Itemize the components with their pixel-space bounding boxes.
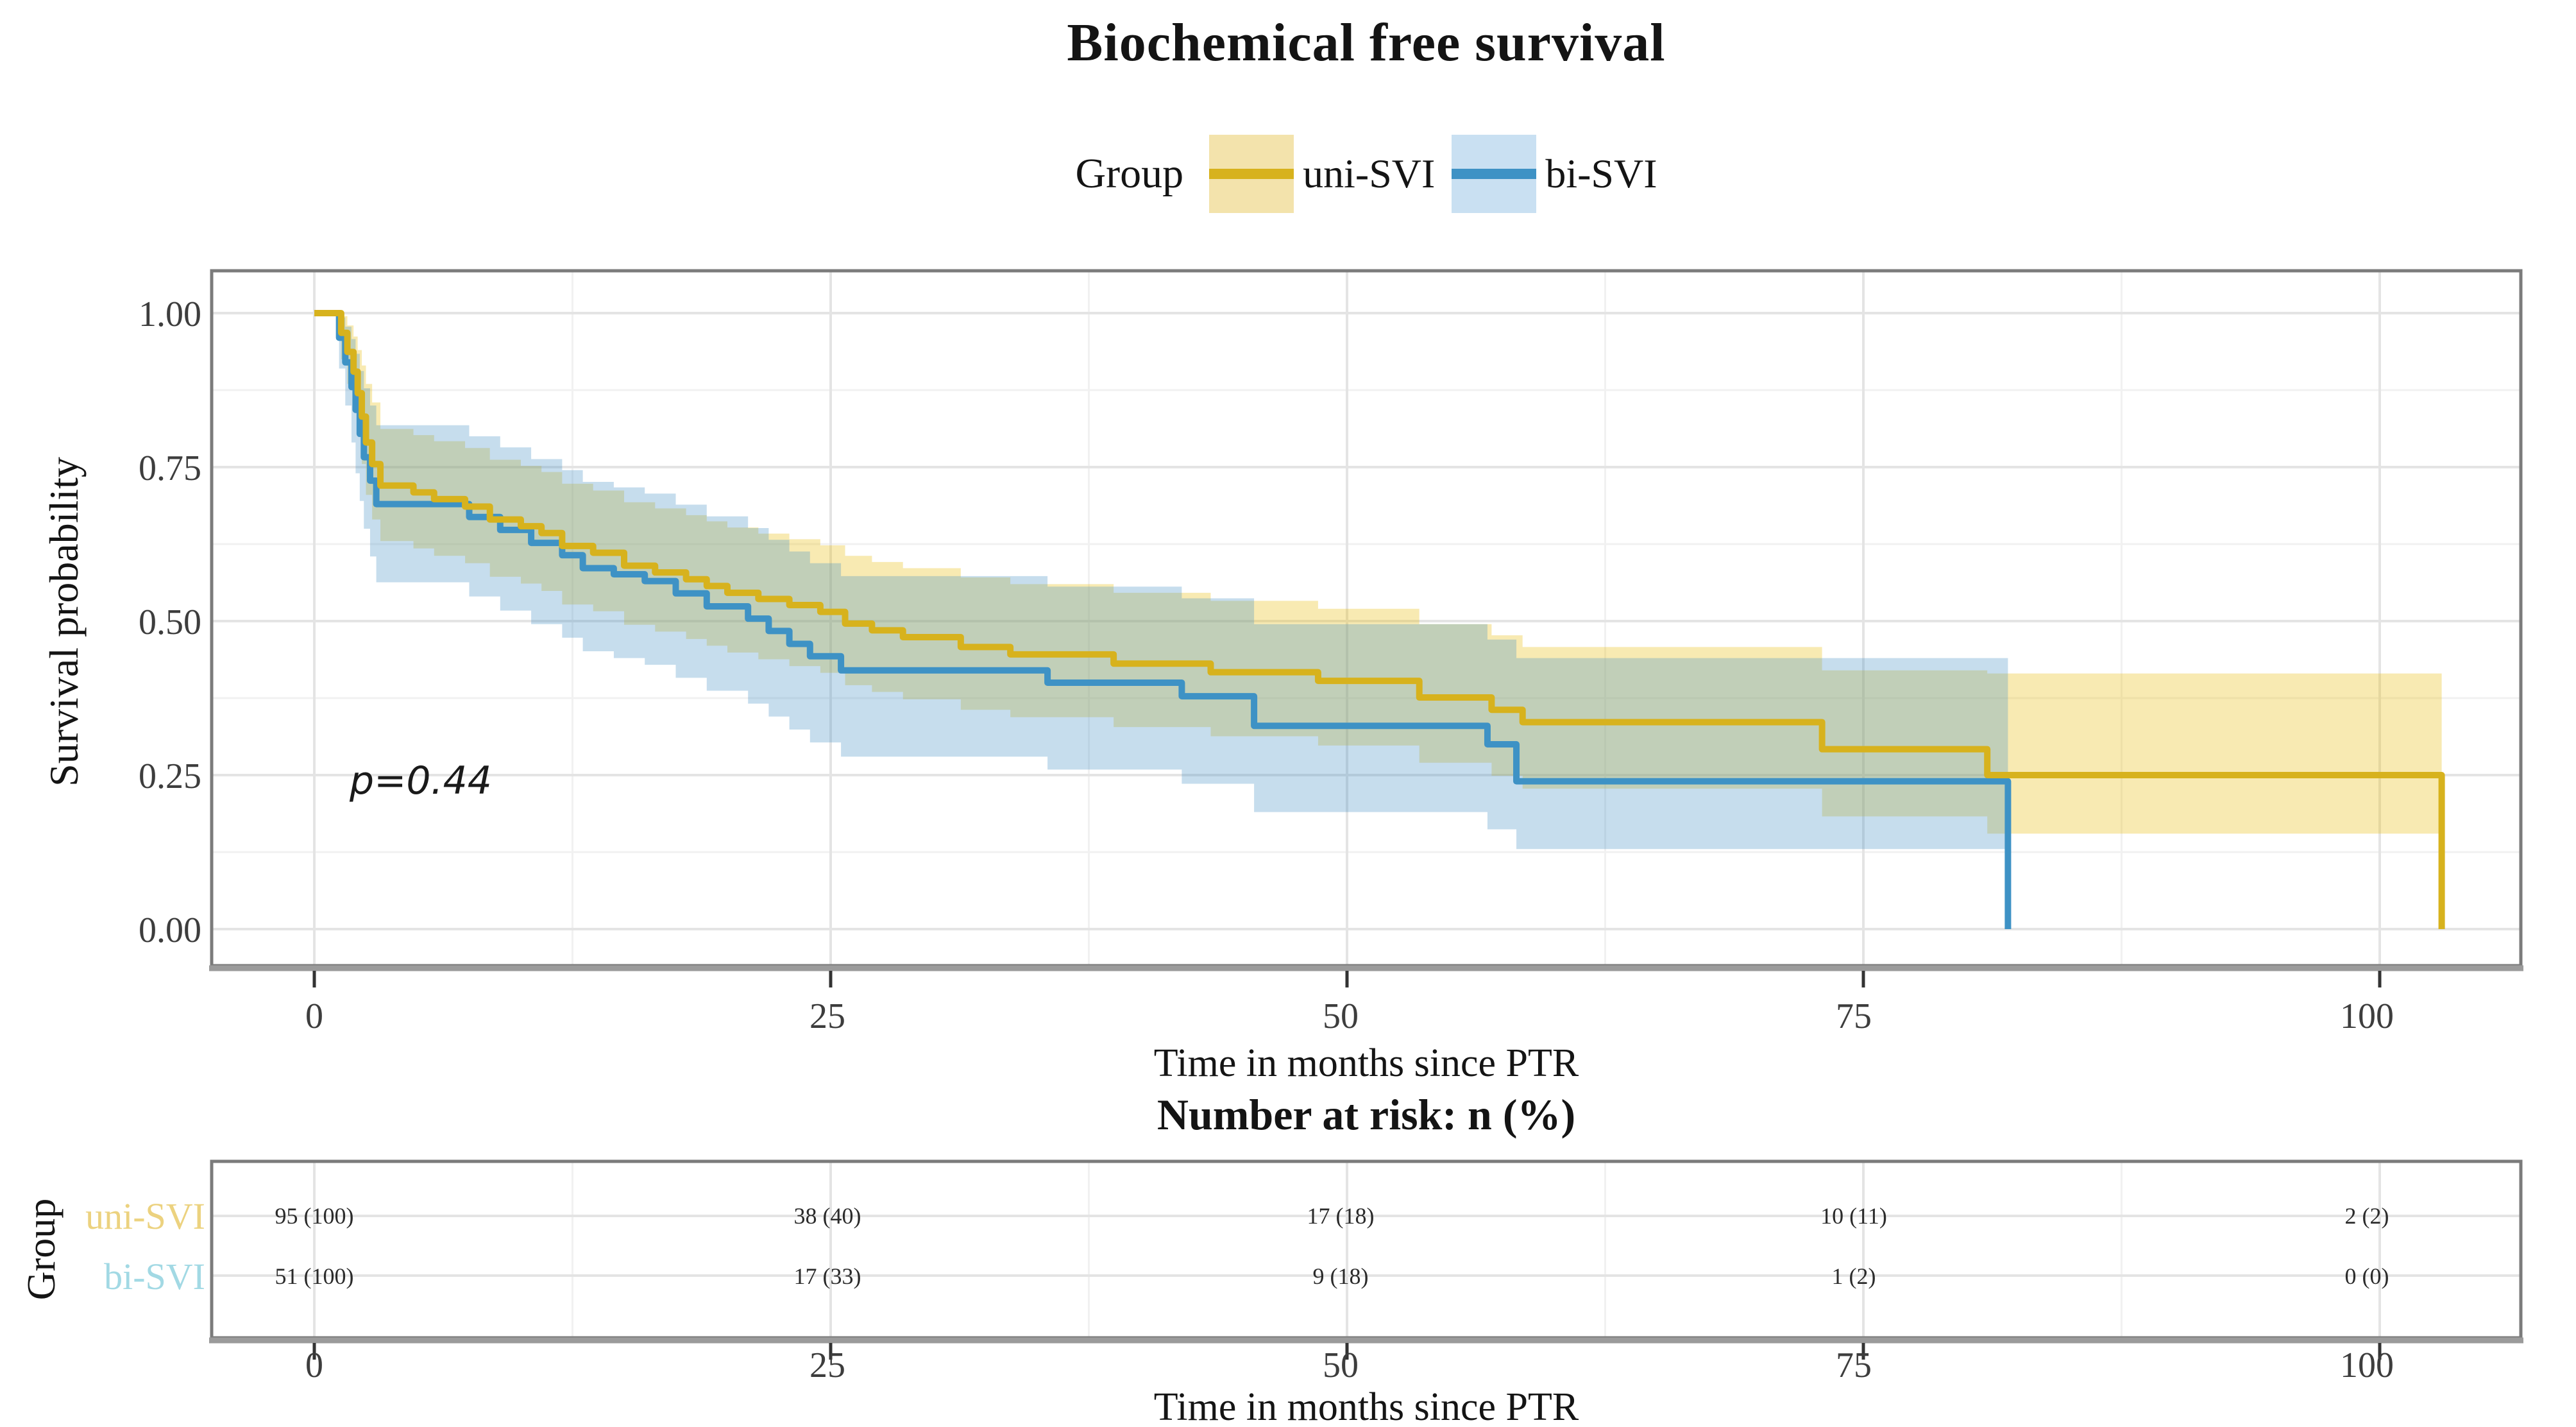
risk-value-uni-25: 38 (40) <box>793 1203 861 1229</box>
risk-x-axis-title: Time in months since PTR <box>1153 1385 1579 1427</box>
risk-value-bi-25: 17 (33) <box>793 1263 861 1289</box>
main-panel-bg <box>212 271 2521 966</box>
y-tick-0.75: 0.75 <box>139 449 201 488</box>
bi-svi-line-swatch <box>1452 169 1537 179</box>
risk-x-tick-0: 0 <box>305 1346 323 1385</box>
x-tick-0: 0 <box>305 996 323 1036</box>
risk-panel-bg <box>212 1161 2521 1338</box>
uni-svi-confidence-band <box>314 313 2442 834</box>
x-tick-25: 25 <box>809 996 845 1036</box>
risk-table-group-label: Group <box>20 1198 64 1301</box>
y-tick-0.00: 0.00 <box>139 910 201 950</box>
risk-value-uni-100: 2 (2) <box>2344 1203 2389 1229</box>
risk-value-uni-0: 95 (100) <box>275 1203 354 1229</box>
risk-row-label-bi-svi: bi-SVI <box>104 1256 205 1297</box>
legend-label-bi-svi: bi-SVI <box>1545 151 1657 196</box>
uni-svi-key-icon <box>1209 135 1294 213</box>
risk-x-tick-75: 75 <box>1836 1346 1872 1385</box>
y-tick-0.50: 0.50 <box>139 602 201 642</box>
risk-value-bi-0: 51 (100) <box>275 1263 354 1289</box>
risk-value-uni-75: 10 (11) <box>1820 1203 1887 1229</box>
legend-title: Group <box>1075 150 1184 197</box>
p-value-annotation: p=0.44 <box>350 758 492 803</box>
uni-svi-curve <box>314 310 2445 929</box>
x-axis-title: Time in months since PTR <box>1153 1041 1579 1085</box>
x-tick-75: 75 <box>1836 996 1872 1036</box>
risk-value-bi-50: 9 (18) <box>1312 1263 1369 1289</box>
risk-row-label-uni-svi: uni-SVI <box>85 1195 205 1237</box>
risk-x-tick-25: 25 <box>809 1346 845 1385</box>
y-tick-1.00: 1.00 <box>139 295 201 334</box>
y-tick-0.25: 0.25 <box>139 756 201 796</box>
chart-title: Biochemical free survival <box>1067 13 1666 73</box>
risk-value-bi-100: 0 (0) <box>2344 1263 2389 1289</box>
legend-item-uni-svi: uni-SVI <box>1209 135 1435 213</box>
risk-value-uni-50: 17 (18) <box>1307 1203 1375 1229</box>
legend-label-uni-svi: uni-SVI <box>1303 151 1436 196</box>
legend-item-bi-svi: bi-SVI <box>1452 135 1657 213</box>
bi-svi-confidence-band <box>314 313 2008 850</box>
risk-x-tick-50: 50 <box>1323 1346 1359 1385</box>
uni-svi-line-swatch <box>1209 169 1294 179</box>
risk-table-title: Number at risk: n (%) <box>1157 1090 1576 1139</box>
legend: Group uni-SVI bi-SVI <box>212 126 2521 222</box>
risk-x-tick-100: 100 <box>2340 1346 2394 1385</box>
risk-value-bi-75: 1 (2) <box>1831 1263 1876 1289</box>
bi-svi-key-icon <box>1452 135 1537 213</box>
x-tick-100: 100 <box>2340 996 2394 1036</box>
x-tick-50: 50 <box>1323 996 1359 1036</box>
